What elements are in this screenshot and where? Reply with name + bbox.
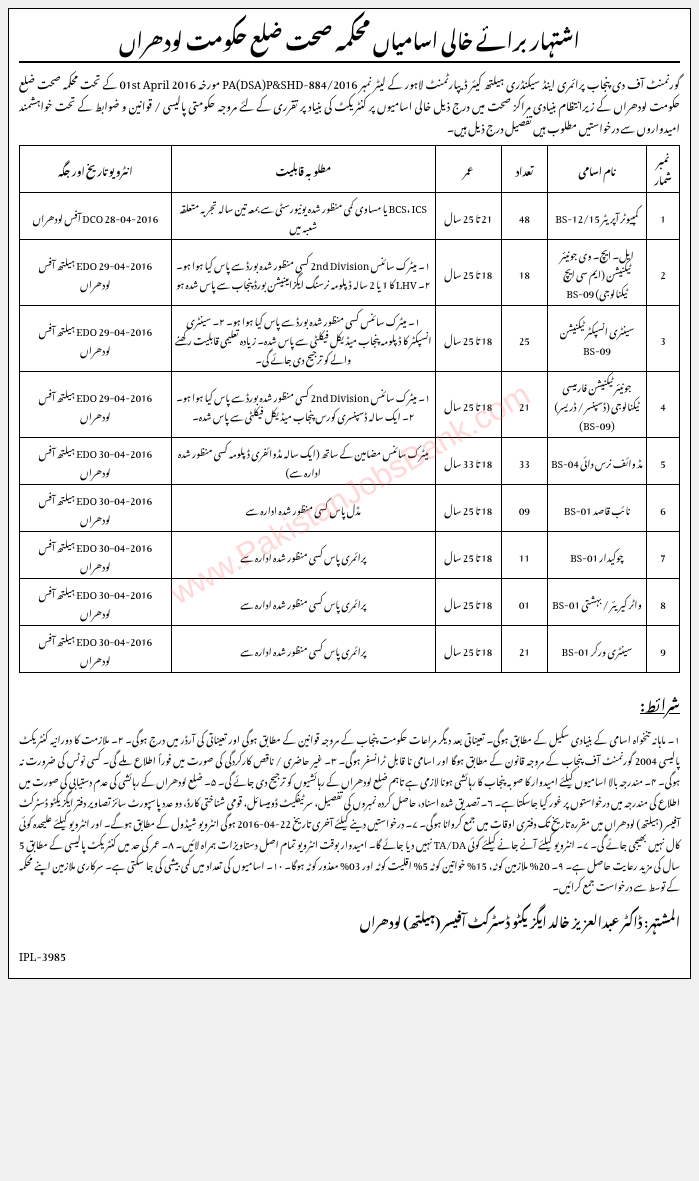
cell-qual: BCS، ICS یا مساوی کمی منظور شدہ یونیورسٹ… (171, 193, 435, 240)
cell-qual: پرائمری پاس کسی منظور شدہ ادارہ سے (171, 532, 435, 579)
cell-count: 11 (501, 532, 547, 579)
cell-date: 28-04-2016 DCO آفس لودھراں (20, 193, 172, 240)
cell-count: 25 (501, 306, 547, 372)
cell-qual: ۱۔ میٹرک سائنس 2nd Division کسی منظور شد… (171, 372, 435, 438)
cell-post: کمپیوٹر آپریٹر BS-12/15 (548, 193, 647, 240)
cell-date: 30-04-2016 EDO ہیلتھ آفس لودھراں (20, 626, 172, 673)
page-title: اشتہار برائے خالی اسامیاں محکمہ صحت ضلع … (19, 19, 680, 63)
cell-date: 30-04-2016 EDO ہیلتھ آفس لودھراں (20, 532, 172, 579)
cell-post: نائب قاصد BS-01 (548, 485, 647, 532)
cell-sr: 8 (647, 579, 680, 626)
cell-age: 18 تا 25 سال (435, 306, 501, 372)
table-row: 7چوکیدار BS-011118 تا 25 سالپرائمری پاس … (20, 532, 680, 579)
header-count: تعداد (501, 146, 547, 193)
cell-post: ایل۔ ایچ۔ وی جونیئر ٹیکنیشن (ایم سی ایچ … (548, 240, 647, 306)
cell-age: 18 تا 25 سال (435, 626, 501, 673)
cell-sr: 7 (647, 532, 680, 579)
table-row: 8واٹر کیریئر / بہشتی BS-010118 تا 25 سال… (20, 579, 680, 626)
cell-qual: میٹرک سائنس مضامین کے ساتھ (ایک سالہ مڈو… (171, 438, 435, 485)
table-row: 2ایل۔ ایچ۔ وی جونیئر ٹیکنیشن (ایم سی ایچ… (20, 240, 680, 306)
cell-sr: 3 (647, 306, 680, 372)
header-qual: مطلوبہ قابلیت (171, 146, 435, 193)
cell-date: 29-04-2016 EDO ہیلتھ آفس لودھراں (20, 240, 172, 306)
cell-count: 01 (501, 579, 547, 626)
document-container: اشتہار برائے خالی اسامیاں محکمہ صحت ضلع … (8, 8, 691, 979)
cell-age: 18 تا 25 سال (435, 240, 501, 306)
cell-age: 18 تا 25 سال (435, 372, 501, 438)
cell-count: 21 (501, 626, 547, 673)
signature-line: المشتہر: ڈاکٹر عبدالعزیز خالد ایگزیکٹو ڈ… (19, 903, 680, 936)
table-row: 3سینٹری انسپکٹر ٹیکنیشن BS-092518 تا 25 … (20, 306, 680, 372)
table-row: 5مڈ وائف نرس دائی BS-043318 تا 33 سالمیٹ… (20, 438, 680, 485)
header-post: نام اسامی (548, 146, 647, 193)
cell-sr: 5 (647, 438, 680, 485)
jobs-table: نمبر شمار نام اسامی تعداد عمر مطلوبہ قاب… (19, 145, 680, 673)
header-age: عمر (435, 146, 501, 193)
conditions-heading: شرائط: (19, 683, 680, 721)
table-row: 6نائب قاصد BS-010918 تا 25 سالمڈل پاس کس… (20, 485, 680, 532)
header-date: انٹرویو تاریخ اور جگہ (20, 146, 172, 193)
cell-age: 21 تا 25 سال (435, 193, 501, 240)
table-row: 4جونیئر ٹیکنیشن فارمیسی ٹیکنالوجی (ڈسپنس… (20, 372, 680, 438)
cell-date: 30-04-2016 EDO ہیلتھ آفس لودھراں (20, 579, 172, 626)
cell-age: 18 تا 33 سال (435, 438, 501, 485)
cell-count: 21 (501, 372, 547, 438)
intro-text: گورنمنٹ آف دی پنجاب پرائمری اینڈ سیکنڈری… (19, 71, 680, 137)
cell-sr: 1 (647, 193, 680, 240)
cell-qual: مڈل پاس کسی منظور شدہ ادارہ سے (171, 485, 435, 532)
conditions-text: ۱۔ ماہانہ تنخواہ اسامی کے بنیادی سکیل کے… (19, 727, 680, 895)
cell-post: سینٹری ورکر BS-01 (548, 626, 647, 673)
cell-qual: پرائمری پاس کسی منظور شدہ ادارہ سے (171, 626, 435, 673)
ipl-number: IPL-3985 (19, 940, 680, 968)
cell-sr: 2 (647, 240, 680, 306)
cell-age: 18 تا 25 سال (435, 579, 501, 626)
cell-sr: 4 (647, 372, 680, 438)
cell-count: 48 (501, 193, 547, 240)
cell-post: جونیئر ٹیکنیشن فارمیسی ٹیکنالوجی (ڈسپنسر… (548, 372, 647, 438)
cell-count: 09 (501, 485, 547, 532)
cell-qual: ۱۔ میٹرک سائنس کسی منظور شدہ بورڈ سے پاس… (171, 306, 435, 372)
cell-post: واٹر کیریئر / بہشتی BS-01 (548, 579, 647, 626)
cell-date: 30-04-2016 EDO ہیلتھ آفس لودھراں (20, 485, 172, 532)
cell-date: 30-04-2016 EDO ہیلتھ آفس لودھراں (20, 438, 172, 485)
cell-post: مڈ وائف نرس دائی BS-04 (548, 438, 647, 485)
cell-age: 18 تا 25 سال (435, 532, 501, 579)
cell-qual: پرائمری پاس کسی منظور شدہ ادارہ سے (171, 579, 435, 626)
table-row: 9سینٹری ورکر BS-012118 تا 25 سالپرائمری … (20, 626, 680, 673)
cell-date: 29-04-2016 EDO ہیلتھ آفس لودھراں (20, 372, 172, 438)
cell-count: 33 (501, 438, 547, 485)
cell-age: 18 تا 25 سال (435, 485, 501, 532)
cell-sr: 6 (647, 485, 680, 532)
cell-qual: ۱۔ میٹرک سائنس 2nd Division کسی منظور شد… (171, 240, 435, 306)
cell-count: 18 (501, 240, 547, 306)
header-sr: نمبر شمار (647, 146, 680, 193)
cell-sr: 9 (647, 626, 680, 673)
cell-post: سینٹری انسپکٹر ٹیکنیشن BS-09 (548, 306, 647, 372)
table-row: 1کمپیوٹر آپریٹر BS-12/154821 تا 25 سالBC… (20, 193, 680, 240)
cell-date: 29-04-2016 EDO ہیلتھ آفس لودھراں (20, 306, 172, 372)
table-header-row: نمبر شمار نام اسامی تعداد عمر مطلوبہ قاب… (20, 146, 680, 193)
cell-post: چوکیدار BS-01 (548, 532, 647, 579)
